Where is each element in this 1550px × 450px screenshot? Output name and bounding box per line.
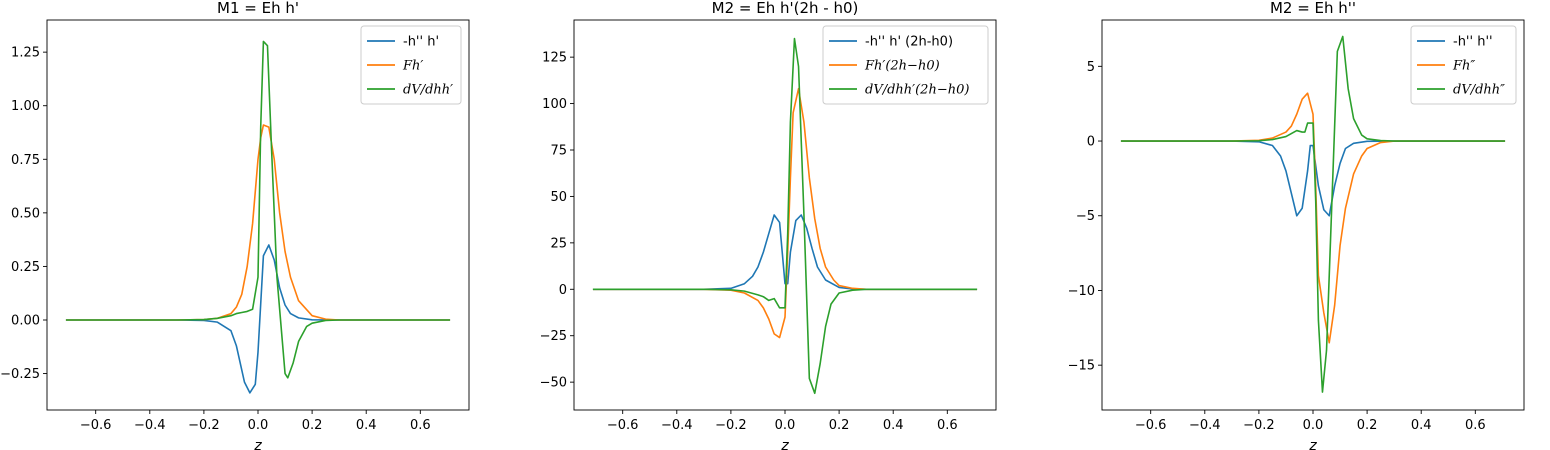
y-tick-label: −25 [540,329,567,344]
y-tick-label: −10 [1068,284,1095,299]
x-tick-label: −0.2 [715,418,747,433]
x-tick-label: 0.0 [1303,418,1324,433]
x-tick-label: −0.4 [661,418,693,433]
x-tick-label: 0.6 [1465,418,1486,433]
chart-panel-3: −0.6 −0.4 −0.2 0.0 0.2 0.4 0.6 −15 −10 −5 0 5 M2 = E… [1068,0,1525,450]
series-group [65,40,451,394]
x-tick-label: 0.4 [356,418,377,433]
series-line-2 [1120,92,1506,344]
series-line-1 [592,214,978,291]
legend: -h'' h' (2h-h0) Fh′(2h−h0) dV/dhh′(2h−h0) [822,25,989,105]
legend-entry: dV/dhh′ [403,83,453,98]
x-tick-label: 0.4 [883,418,904,433]
x-axis-label: z [780,438,789,450]
x-tick-label: 0.2 [1357,418,1378,433]
y-tick-label: 0 [1087,135,1095,150]
x-tick-label: 0.4 [1411,418,1432,433]
chart-panel-1: −0.6 −0.4 −0.2 0.0 0.2 0.4 0.6 −0.25 0.00 0.25 0.5… [0,0,470,450]
legend-box [822,25,989,105]
series-line-3 [65,40,451,379]
x-tick-label: 0.2 [829,418,850,433]
x-tick-label: −0.6 [1135,418,1167,433]
y-tick-label: −50 [540,376,567,391]
y-tick-label: 5 [1087,60,1095,75]
chart-title: M2 = Eh h'' [1270,0,1356,17]
series-group [592,37,978,395]
series-line-2 [592,87,978,339]
y-tick-label: 100 [542,97,567,112]
x-tick-label: −0.2 [1243,418,1275,433]
x-tick-label: −0.2 [188,418,220,433]
x-tick-label: 0.6 [937,418,958,433]
y-tick-label: 75 [550,144,567,159]
legend-entry: -h'' h'' [1453,35,1493,50]
series-line-3 [1120,35,1506,393]
series-group [1120,35,1506,393]
legend-entry: Fh″ [1452,59,1475,74]
series-line-1 [65,244,451,394]
y-tick-label: 50 [550,190,567,205]
y-tick-label: −5 [1076,209,1095,224]
y-tick-label: −15 [1068,359,1095,374]
x-axis-label: z [253,438,262,450]
legend-entry: -h'' h' (2h-h0) [865,35,953,50]
x-tick-label: −0.6 [80,418,112,433]
x-tick-label: 0.6 [410,418,431,433]
y-tick-label: 0.75 [11,153,40,168]
legend-entry: dV/dhh″ [1453,83,1505,98]
x-tick-label: −0.6 [607,418,639,433]
y-tick-label: −0.25 [0,367,40,382]
series-line-1 [1120,140,1506,217]
y-tick-label: 0.00 [11,314,40,329]
legend-box [1410,25,1517,105]
legend: -h'' h' Fh′ dV/dhh′ [360,25,462,105]
y-tick-label: 1.25 [11,46,40,61]
y-tick-label: 125 [542,51,567,66]
legend-entry: Fh′(2h−h0) [864,59,940,74]
x-tick-label: 0.2 [302,418,323,433]
legend-entry: -h'' h' [403,35,439,50]
chart-title: M2 = Eh h'(2h - h0) [712,0,859,17]
legend-entry: Fh′ [402,59,423,74]
x-tick-label: −0.4 [134,418,166,433]
chart-title: M1 = Eh h' [217,0,299,17]
x-tick-label: 0.0 [775,418,796,433]
chart-panel-2: −0.6 −0.4 −0.2 0.0 0.2 0.4 0.6 −50 −25 0 25 50 75 100… [540,0,997,450]
y-tick-label: 0.25 [11,260,40,275]
x-tick-label: −0.4 [1189,418,1221,433]
legend: -h'' h'' Fh″ dV/dhh″ [1410,25,1517,105]
y-tick-label: 1.00 [11,99,40,114]
y-tick-label: 0 [559,283,567,298]
x-axis-label: z [1308,438,1317,450]
y-tick-label: 25 [550,236,567,251]
series-line-3 [592,37,978,395]
series-line-2 [65,124,451,321]
legend-box [360,25,462,105]
legend-entry: dV/dhh′(2h−h0) [865,83,969,98]
x-tick-label: 0.0 [248,418,269,433]
y-tick-label: 0.50 [11,206,40,221]
